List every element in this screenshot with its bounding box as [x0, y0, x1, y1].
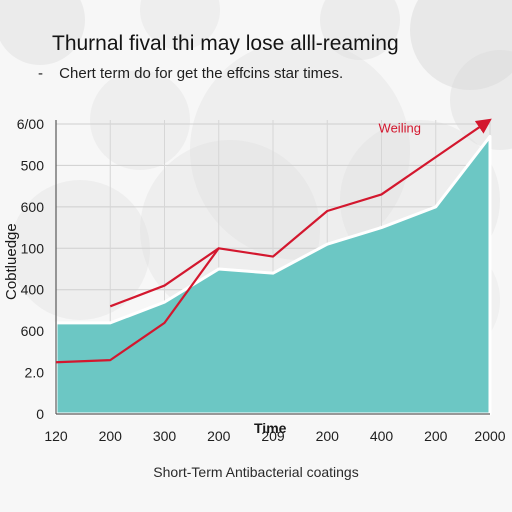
chart-title: Thurnal fival thi may lose alll-reaming — [52, 32, 399, 55]
annotation-label: Weiling — [379, 121, 421, 136]
x-tick-label: 300 — [153, 428, 177, 444]
bg-bubble-8 — [320, 0, 400, 60]
area-series — [54, 134, 492, 416]
y-tick-label: 6/00 — [17, 116, 44, 132]
x-tick-label: 200 — [207, 428, 231, 444]
chart-caption: Short-Term Antibacterial coatings — [153, 464, 359, 480]
line-segment-series — [109, 247, 220, 308]
y-tick-label: 0 — [36, 406, 44, 422]
x-tick-label: 120 — [44, 428, 68, 444]
x-tick-label: 200 — [316, 428, 340, 444]
y-axis-label: Cobtluedge — [3, 223, 20, 300]
x-tick-label: 400 — [370, 428, 394, 444]
subtitle-bullet: - — [38, 65, 43, 82]
chart-subtitle: Chert term do for get the effcins star t… — [59, 65, 344, 82]
chart-subtitle-row: - Chert term do for get the effcins star… — [38, 65, 343, 82]
x-tick-label: 200 — [424, 428, 448, 444]
bg-bubble-6 — [0, 0, 85, 65]
bg-bubble-5 — [450, 50, 512, 150]
y-tick-label: 100 — [21, 240, 45, 256]
y-tick-label: 600 — [21, 323, 45, 339]
x-tick-label: 209 — [261, 428, 285, 444]
bg-bubble-3 — [10, 180, 150, 320]
bg-bubble-0 — [410, 0, 512, 90]
y-tick-label: 500 — [21, 157, 45, 173]
x-tick-label: 2000 — [474, 428, 505, 444]
bg-bubble-7 — [140, 0, 220, 50]
y-tick-label: 600 — [21, 199, 45, 215]
bg-bubble-1 — [190, 40, 410, 260]
x-tick-label: 200 — [99, 428, 123, 444]
y-tick-label: 400 — [21, 282, 45, 298]
x-axis-label: Time — [254, 420, 287, 436]
y-tick-label: 2.0 — [25, 365, 45, 381]
